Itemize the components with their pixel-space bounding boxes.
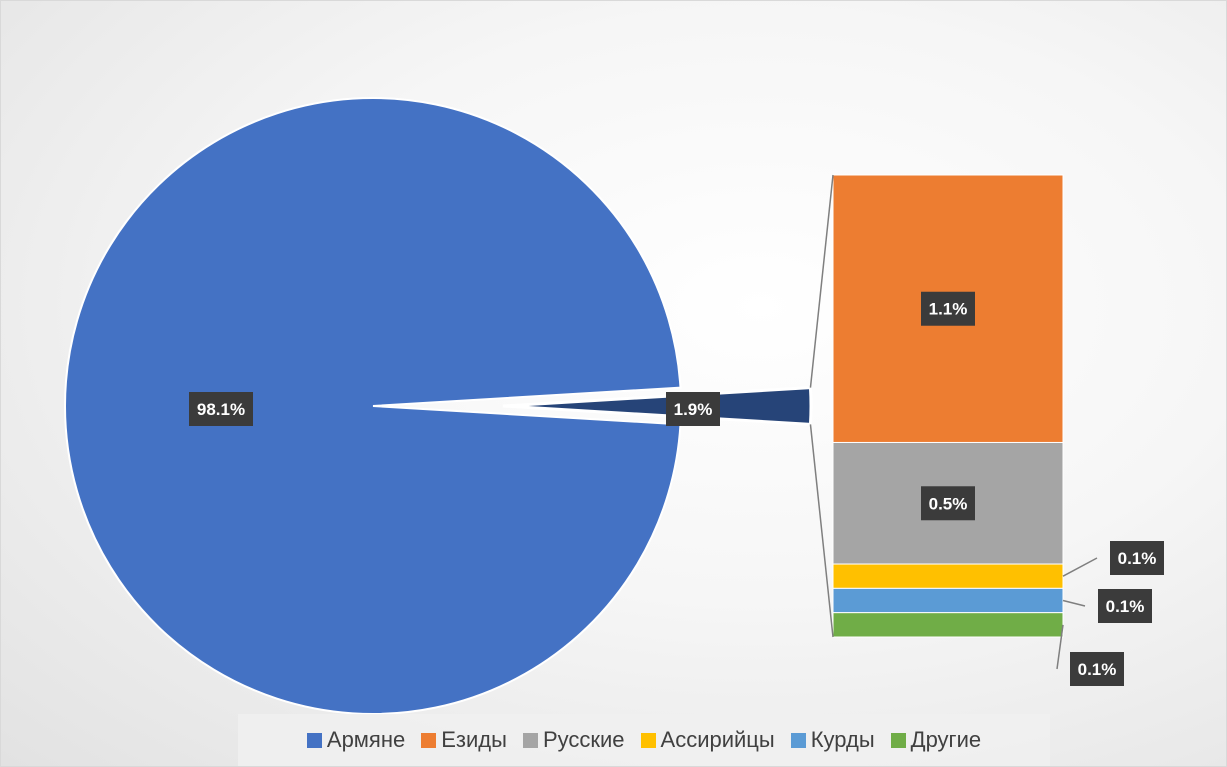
leader-line bbox=[1056, 624, 1064, 670]
legend-label: Русские bbox=[542, 727, 625, 752]
bar-segment bbox=[832, 612, 1064, 638]
legend-item: Езиды bbox=[421, 727, 507, 753]
bar-segment bbox=[832, 441, 1064, 565]
data-label: 0.1% bbox=[1106, 597, 1145, 616]
data-label: 98.1% bbox=[197, 400, 245, 419]
pie-slice-main bbox=[63, 97, 682, 715]
data-label: 1.9% bbox=[674, 400, 713, 419]
legend-swatch bbox=[890, 732, 906, 748]
legend-item: Армяне bbox=[306, 727, 406, 753]
data-label-box bbox=[1110, 541, 1164, 575]
leader-line bbox=[1062, 557, 1098, 577]
legend-item: Ассирийцы bbox=[640, 727, 775, 753]
data-label-box bbox=[1070, 652, 1124, 686]
data-label-box bbox=[921, 291, 975, 326]
data-label: 0.5% bbox=[929, 494, 968, 513]
pie-slice-other bbox=[502, 386, 813, 426]
legend-item: Другие bbox=[890, 727, 982, 753]
bar-segment bbox=[832, 587, 1064, 614]
data-label: 1.1% bbox=[929, 300, 968, 319]
legend-label: Другие bbox=[910, 727, 982, 752]
legend-label: Езиды bbox=[441, 727, 507, 752]
data-label-box bbox=[921, 486, 975, 521]
legend-label: Армяне bbox=[326, 727, 406, 752]
legend-swatch bbox=[640, 732, 656, 748]
data-label-box bbox=[666, 392, 720, 426]
legend-label: Ассирийцы bbox=[660, 727, 775, 752]
legend-swatch bbox=[790, 732, 806, 748]
legend-label: Курды bbox=[810, 727, 875, 752]
bar-segment bbox=[832, 563, 1064, 589]
legend: Армяне Езиды Русские Ассирийцы Курды Дру… bbox=[238, 714, 1050, 766]
legend-swatch bbox=[306, 732, 322, 748]
data-label-box bbox=[189, 392, 253, 426]
leader-line bbox=[1062, 599, 1086, 607]
connector-line bbox=[809, 174, 834, 388]
legend-swatch bbox=[421, 732, 437, 748]
legend-swatch bbox=[522, 732, 538, 748]
data-label: 0.1% bbox=[1118, 549, 1157, 568]
legend-item: Курды bbox=[790, 727, 875, 753]
connector-line bbox=[809, 424, 834, 638]
data-label-box bbox=[1098, 589, 1152, 623]
legend-item: Русские bbox=[522, 727, 625, 753]
data-label: 0.1% bbox=[1078, 660, 1117, 679]
